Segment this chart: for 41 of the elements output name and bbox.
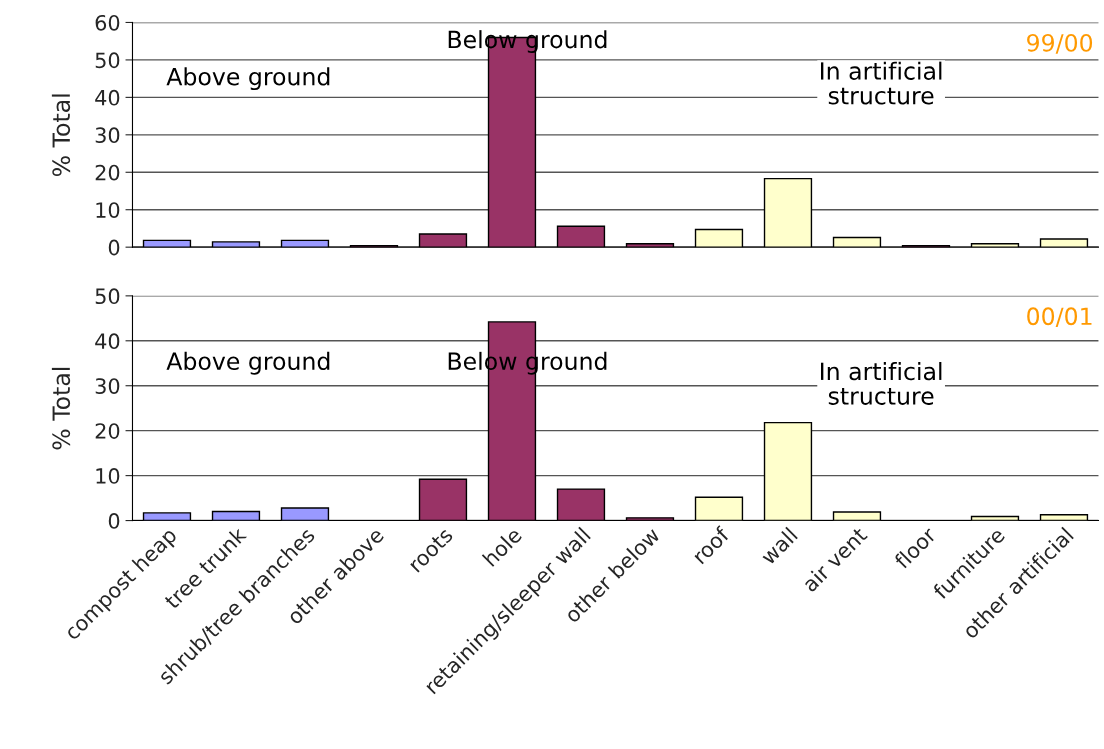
bar bbox=[142, 512, 192, 521]
bar bbox=[763, 177, 813, 248]
annotation: Above ground bbox=[166, 351, 330, 375]
y-axis-title: % Total bbox=[51, 94, 71, 177]
annotation: In artificial structure bbox=[821, 361, 942, 405]
bar bbox=[418, 233, 468, 248]
y-tick-label: 20 bbox=[95, 164, 120, 181]
annotation: 99/00 bbox=[1027, 33, 1093, 54]
bar bbox=[970, 243, 1020, 248]
y-tick-label: 0 bbox=[108, 513, 120, 529]
bar bbox=[211, 241, 261, 248]
bar bbox=[280, 507, 330, 521]
bar bbox=[142, 239, 192, 248]
y-tick-label: 60 bbox=[95, 14, 120, 31]
bar bbox=[832, 511, 882, 521]
annotation: In artificial structure bbox=[821, 61, 942, 105]
y-tick-label: 20 bbox=[95, 423, 120, 439]
annotation: Above ground bbox=[166, 67, 330, 91]
bar bbox=[694, 228, 744, 248]
bar bbox=[625, 243, 675, 248]
bar bbox=[1039, 238, 1089, 248]
bar bbox=[418, 478, 468, 521]
y-tick-label: 0 bbox=[108, 239, 120, 256]
y-tick-label: 50 bbox=[95, 288, 120, 305]
y-tick-label: 30 bbox=[95, 127, 120, 144]
bar bbox=[832, 236, 882, 248]
bar bbox=[556, 225, 606, 248]
bar bbox=[1039, 514, 1089, 521]
y-tick-label: 50 bbox=[95, 52, 120, 69]
y-tick-label: 40 bbox=[95, 333, 120, 350]
bar bbox=[211, 510, 261, 521]
bar bbox=[763, 421, 813, 521]
bar bbox=[556, 488, 606, 521]
y-tick-label: 30 bbox=[95, 378, 120, 394]
y-tick-label: 10 bbox=[96, 202, 120, 218]
y-tick-label: 40 bbox=[95, 89, 120, 106]
y-axis-title: % Total bbox=[51, 367, 71, 450]
annotation: 00/01 bbox=[1027, 307, 1092, 328]
bar bbox=[694, 496, 744, 521]
y-tick-label: 10 bbox=[96, 468, 120, 484]
bar bbox=[280, 239, 330, 248]
